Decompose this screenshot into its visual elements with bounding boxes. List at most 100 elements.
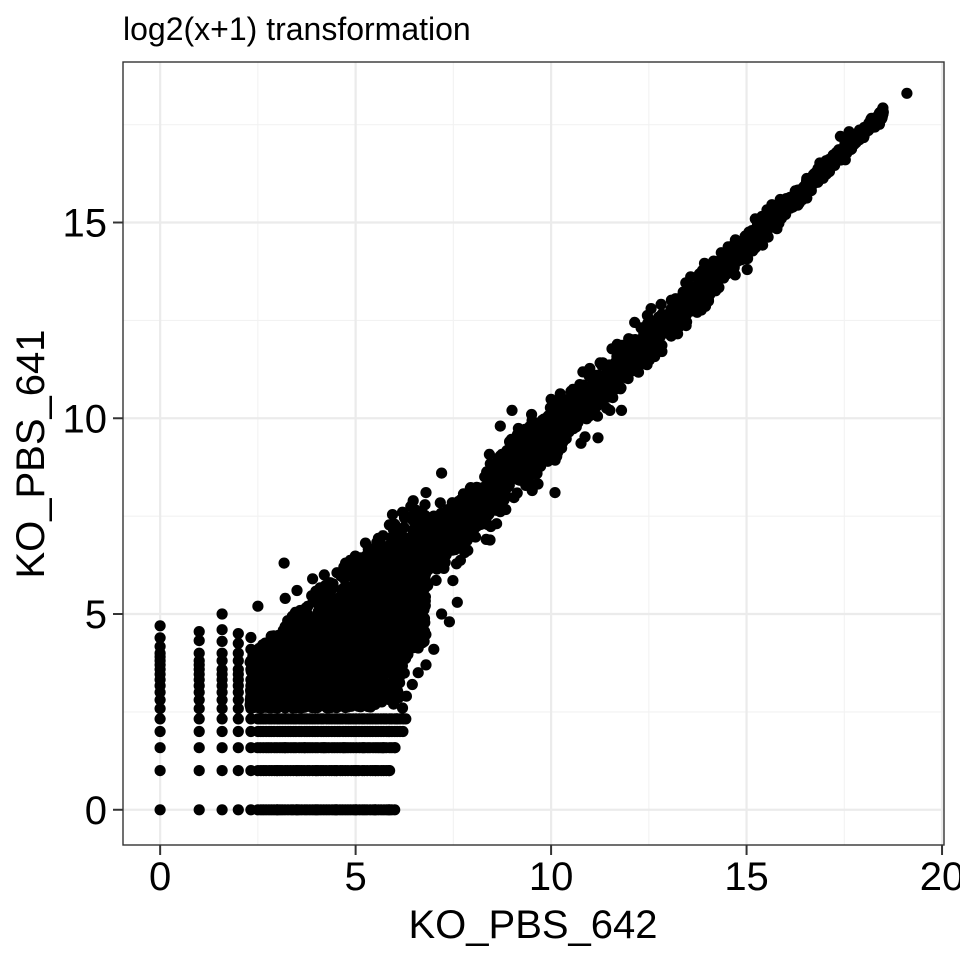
data-point: [341, 581, 353, 593]
data-point: [323, 649, 335, 661]
data-point: [307, 573, 319, 585]
data-point: [368, 672, 380, 684]
data-point: [480, 533, 492, 546]
data-point: [396, 702, 409, 714]
data-point: [418, 635, 430, 648]
data-point: [300, 689, 312, 701]
data-point: [232, 765, 244, 777]
data-point: [420, 659, 432, 671]
data-point: [397, 725, 409, 738]
data-point: [232, 703, 244, 715]
data-point: [154, 742, 166, 754]
data-point: [300, 609, 312, 621]
data-point: [451, 596, 463, 608]
data-point: [283, 695, 295, 707]
data-point: [322, 678, 334, 691]
data-point: [411, 586, 423, 598]
data-point: [288, 673, 300, 685]
data-point: [216, 725, 228, 738]
data-point: [154, 620, 166, 632]
data-point: [508, 492, 520, 504]
data-point: [216, 624, 228, 636]
data-point: [306, 590, 318, 602]
data-point: [267, 632, 279, 645]
data-point: [406, 678, 418, 691]
data-point: [376, 656, 388, 668]
data-point: [554, 388, 566, 400]
data-point: [216, 647, 228, 659]
data-point: [193, 626, 205, 638]
data-point: [384, 687, 397, 699]
data-point: [253, 698, 265, 711]
data-point: [626, 334, 638, 346]
data-point: [286, 683, 298, 695]
data-point: [491, 518, 503, 530]
data-point: [232, 742, 244, 754]
data-point: [388, 698, 400, 710]
data-point: [398, 512, 411, 524]
data-point: [575, 437, 587, 449]
data-point: [398, 521, 410, 534]
data-point: [436, 467, 448, 479]
data-point: [462, 527, 474, 539]
data-point: [279, 592, 291, 605]
data-point: [641, 309, 654, 322]
data-point: [450, 558, 463, 570]
data-point: [252, 600, 264, 612]
data-point: [193, 703, 205, 715]
data-point: [494, 420, 506, 432]
data-point: [372, 532, 384, 544]
data-point: [615, 404, 628, 416]
data-point: [289, 639, 301, 651]
data-point: [193, 804, 205, 816]
data-point: [381, 554, 393, 567]
data-point: [415, 605, 427, 617]
data-point: [232, 647, 244, 659]
data-point: [313, 684, 325, 696]
data-point: [371, 683, 383, 695]
data-point: [325, 663, 337, 675]
data-point: [443, 616, 455, 628]
data-point: [389, 742, 401, 754]
data-point: [406, 626, 419, 639]
data-point: [284, 626, 296, 638]
data-point: [325, 701, 337, 714]
data-point: [154, 713, 166, 725]
data-point: [154, 725, 166, 738]
data-point: [655, 298, 667, 310]
data-point: [154, 703, 166, 715]
data-point: [314, 593, 326, 605]
data-point: [325, 688, 337, 700]
data-point: [325, 632, 337, 644]
data-point: [436, 608, 448, 620]
data-point: [456, 540, 469, 552]
data-point: [232, 713, 244, 725]
data-point: [283, 647, 295, 659]
data-point: [193, 765, 205, 777]
data-point: [901, 87, 913, 99]
data-point: [154, 640, 166, 653]
data-point: [549, 454, 561, 466]
data-point: [419, 617, 431, 629]
data-point: [386, 508, 399, 521]
data-point: [388, 543, 400, 555]
data-point: [407, 528, 419, 540]
data-point: [394, 665, 406, 677]
data-point: [591, 410, 604, 422]
data-point: [419, 595, 431, 607]
data-point: [314, 668, 326, 681]
data-point: [216, 713, 228, 725]
data-point: [273, 654, 285, 666]
data-point: [331, 567, 343, 579]
data-point: [344, 691, 356, 703]
data-point: [154, 765, 166, 777]
data-point: [340, 674, 352, 686]
data-point: [360, 697, 372, 709]
data-point: [390, 529, 402, 542]
data-point: [232, 637, 244, 650]
data-point: [193, 713, 205, 725]
data-point: [741, 263, 753, 276]
data-point: [384, 765, 396, 777]
data-points: [154, 87, 913, 816]
